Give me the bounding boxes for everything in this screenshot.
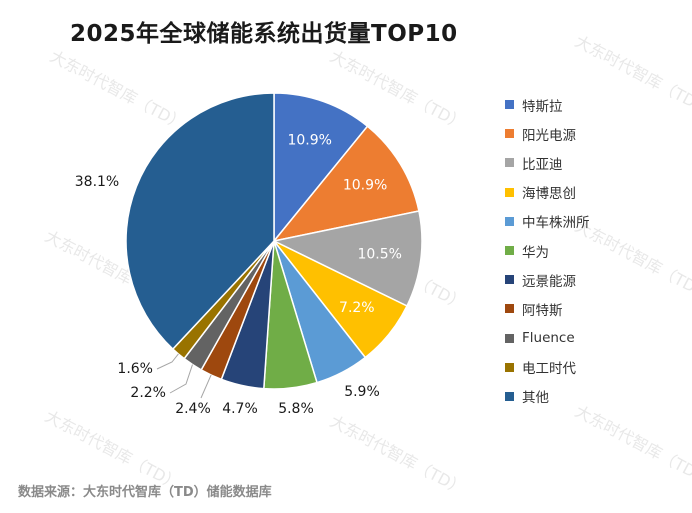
legend-swatch — [505, 129, 514, 139]
data-label-7: 4.7% — [222, 401, 258, 417]
legend-swatch — [505, 304, 514, 314]
legend-item-3: 比亚迪 — [505, 148, 590, 177]
pie-slice-1 — [273, 92, 369, 244]
data-label-5: 5.9% — [344, 384, 380, 400]
pie-slices — [125, 92, 423, 390]
legend-swatch — [505, 216, 514, 226]
legend-swatch — [505, 391, 514, 401]
legend-label: 中车株洲所 — [522, 215, 590, 232]
watermark-text: 大东时代智库（TD） — [327, 412, 468, 499]
data-label-3: 10.5% — [357, 246, 401, 262]
legend-label: 海博思创 — [522, 186, 576, 203]
leader-line-8 — [200, 374, 212, 399]
legend-label: 华为 — [522, 244, 549, 261]
leader-line-10 — [156, 353, 179, 370]
legend-swatch — [505, 187, 514, 197]
legend-item-10: 电工时代 — [505, 353, 590, 382]
chart-legend: 特斯拉阳光电源比亚迪海博思创中车株洲所华为远景能源阿特斯 Fluence 电工时代其… — [505, 90, 590, 411]
legend-swatch — [505, 275, 514, 285]
legend-swatch — [505, 362, 514, 372]
watermark-text: 大东时代智库（TD） — [572, 32, 692, 119]
data-label-9: 2.2% — [130, 385, 166, 401]
legend-item-1: 特斯拉 — [505, 90, 590, 119]
legend-swatch — [505, 158, 514, 168]
legend-label: 其他 — [522, 390, 549, 407]
data-source-note: 数据来源：大东时代智库（TD）储能数据库 — [18, 485, 272, 500]
legend-item-5: 中车株洲所 — [505, 207, 590, 236]
legend-label: 特斯拉 — [522, 98, 563, 115]
pie-slice-3 — [271, 210, 423, 307]
legend-swatch — [505, 246, 514, 256]
legend-label: 阳光电源 — [522, 127, 576, 144]
legend-label: 远景能源 — [522, 273, 576, 290]
watermark-text: 大东时代智库（TD） — [47, 47, 188, 134]
pie-slice-2 — [272, 125, 420, 243]
legend-item-7: 远景能源 — [505, 265, 590, 294]
legend-item-2: 阳光电源 — [505, 119, 590, 148]
pie-slice-11 — [125, 92, 275, 351]
legend-item-9: Fluence — [505, 324, 590, 353]
data-labels: 10.9% 10.9% 10.5% 7.2% 5.9% 5.8% 4.7% 2.4% 2.2% 1… — [75, 133, 402, 417]
legend-item-6: 华为 — [505, 236, 590, 265]
chart-title: 2025年全球储能系统出货量TOP10 — [70, 21, 458, 47]
leader-line-9 — [169, 364, 193, 394]
watermark-text: 大东时代智库（TD） — [572, 402, 692, 489]
data-label-1: 10.9% — [287, 133, 331, 149]
data-label-11: 38.1% — [75, 174, 119, 190]
data-label-10: 1.6% — [117, 361, 153, 377]
legend-label: 电工时代 — [522, 361, 576, 378]
legend-item-4: 海博思创 — [505, 178, 590, 207]
data-label-4: 7.2% — [339, 300, 375, 316]
legend-swatch — [505, 100, 514, 110]
legend-label: 比亚迪 — [522, 156, 563, 173]
legend-label: 阿特斯 — [522, 302, 563, 319]
legend-item-8: 阿特斯 — [505, 294, 590, 323]
legend-swatch — [505, 333, 514, 343]
data-label-6: 5.8% — [278, 401, 314, 417]
leader-lines — [156, 353, 212, 399]
data-label-2: 10.9% — [343, 178, 387, 194]
legend-item-11: 其他 — [505, 382, 590, 411]
data-label-8: 2.4% — [175, 401, 211, 417]
legend-label: Fluence — [522, 330, 575, 347]
